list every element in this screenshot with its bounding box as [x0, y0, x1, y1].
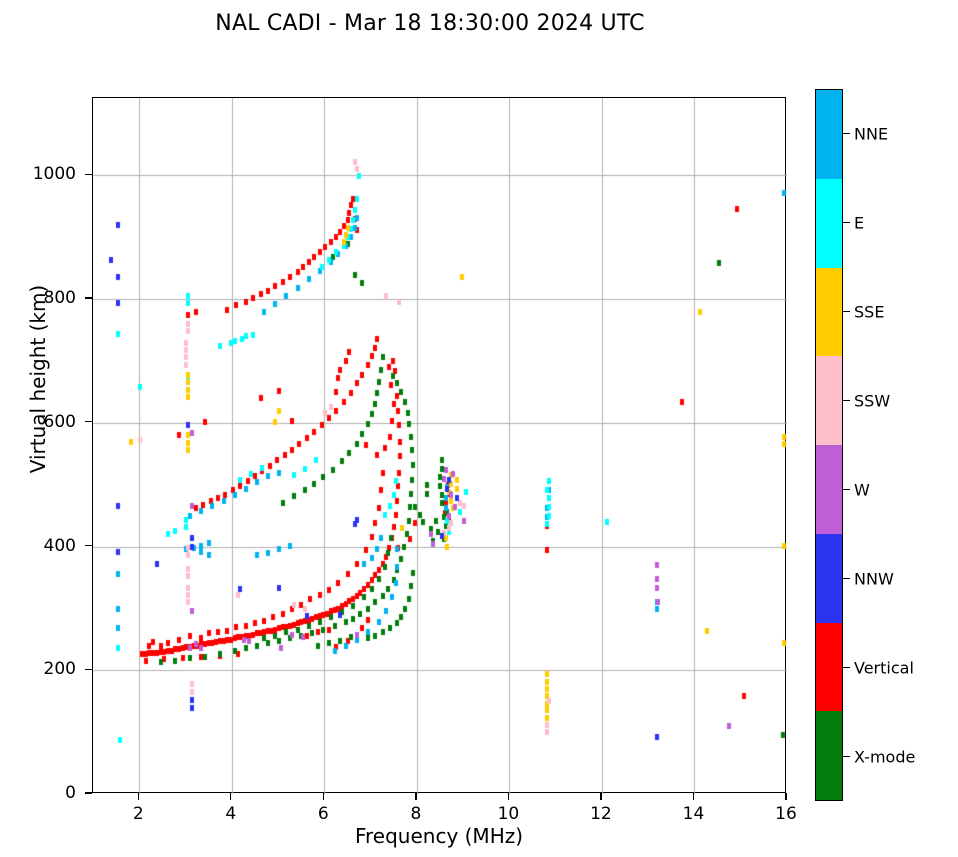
colorbar[interactable] — [815, 89, 843, 801]
y-axis-tick-mark — [85, 297, 92, 299]
colorbar-tick-mark — [843, 310, 850, 313]
colorbar-segment-e[interactable] — [816, 178, 842, 268]
plot-area — [92, 97, 787, 794]
colorbar-label-e: E — [854, 213, 865, 232]
x-axis-tick-mark — [600, 793, 602, 800]
colorbar-tick-mark — [843, 755, 850, 758]
y-axis-tick-label: 400 — [43, 535, 76, 556]
x-axis-tick-mark — [692, 793, 695, 800]
colorbar-tick-mark — [843, 666, 850, 669]
colorbar-segment-ssw[interactable] — [816, 356, 842, 445]
colorbar-label-w: W — [854, 480, 870, 499]
colorbar-label-x-mode: X-mode — [854, 747, 916, 766]
y-axis-tick-mark — [85, 792, 92, 794]
y-axis-tick-label: 600 — [43, 411, 76, 432]
y-axis-tick-label: 0 — [65, 783, 76, 803]
colorbar-tick-mark — [843, 577, 850, 580]
x-axis-tick-mark — [230, 793, 232, 800]
colorbar-tick-mark — [843, 132, 850, 135]
x-axis-tick-mark — [137, 793, 139, 800]
y-axis-label: Virtual height (km) — [26, 284, 50, 474]
x-axis-tick-label: 10 — [497, 804, 520, 824]
y-axis-tick-mark — [85, 421, 92, 423]
y-axis-tick-mark — [85, 544, 92, 547]
colorbar-label-ssw: SSW — [854, 391, 891, 410]
ionogram-scatter-canvas — [93, 98, 787, 794]
y-axis-tick-mark — [85, 173, 92, 176]
y-axis-tick-mark — [85, 668, 92, 670]
colorbar-label-nnw: NNW — [854, 569, 894, 588]
x-axis-tick-mark — [785, 793, 787, 800]
colorbar-segment-w[interactable] — [816, 445, 842, 534]
colorbar-tick-mark — [843, 488, 850, 491]
x-axis-tick-label: 6 — [317, 804, 329, 824]
colorbar-segment-sse[interactable] — [816, 267, 842, 357]
x-axis-tick-mark — [322, 793, 325, 800]
x-axis-tick-label: 16 — [775, 804, 797, 824]
colorbar-label-vertical: Vertical — [854, 658, 914, 677]
colorbar-segment-nnw[interactable] — [816, 533, 842, 623]
figure-title: NAL CADI - Mar 18 18:30:00 2024 UTC — [215, 11, 645, 36]
colorbar-segment-vertical[interactable] — [816, 622, 842, 712]
x-axis-tick-label: 4 — [225, 804, 237, 824]
x-axis-tick-label: 14 — [682, 804, 705, 824]
colorbar-label-nne: NNE — [854, 124, 889, 143]
colorbar-tick-mark — [843, 221, 850, 224]
colorbar-segment-nne[interactable] — [816, 90, 842, 179]
y-axis-tick-label: 200 — [43, 659, 76, 680]
x-axis-tick-mark — [507, 793, 510, 800]
y-axis-tick-label: 1000 — [32, 164, 76, 185]
x-axis-label: Frequency (MHz) — [354, 824, 524, 848]
y-axis-tick-label: 800 — [43, 288, 76, 309]
x-axis-tick-mark — [415, 793, 417, 800]
colorbar-segment-x-mode[interactable] — [816, 711, 842, 800]
x-axis-tick-label: 12 — [590, 804, 612, 824]
colorbar-label-sse: SSE — [854, 302, 885, 321]
x-axis-tick-label: 2 — [132, 804, 144, 824]
colorbar-tick-mark — [843, 399, 850, 402]
x-axis-tick-label: 8 — [410, 804, 422, 824]
